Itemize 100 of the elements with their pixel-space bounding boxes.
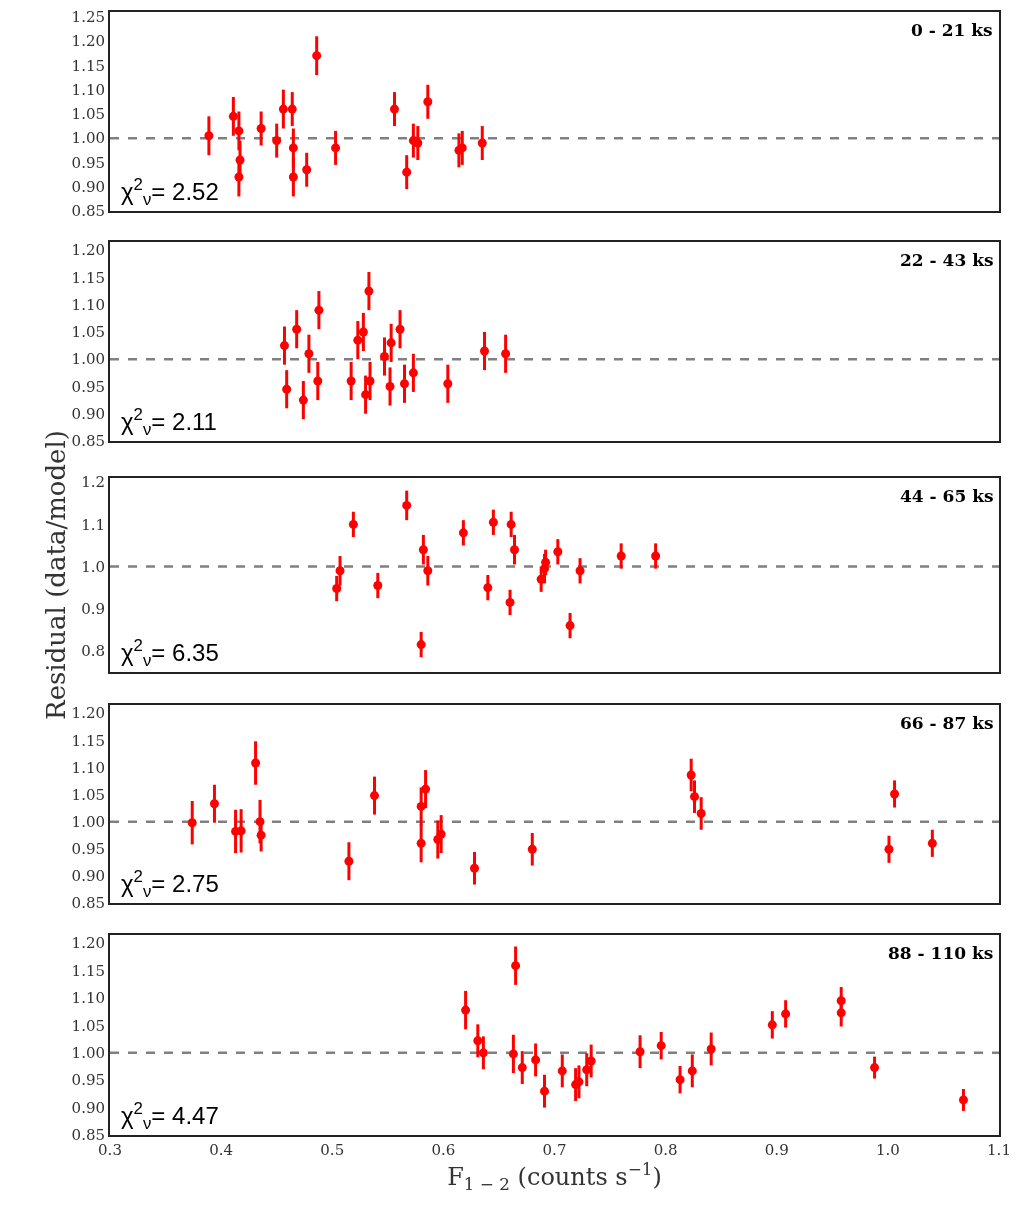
point (228, 111, 238, 121)
annotation: χ$^{2}$$_{ν}$= 4.47 (121, 1099, 219, 1134)
y-tick-label: 1.15 (71, 268, 105, 287)
point (656, 1041, 666, 1051)
y-tick-label: 1.05 (71, 785, 105, 804)
point (302, 165, 312, 175)
point (651, 551, 661, 561)
point (675, 1075, 685, 1085)
point (353, 335, 363, 345)
point (235, 155, 245, 165)
y-tick-label: 1.25 (71, 8, 105, 27)
point (781, 1009, 791, 1019)
y-tick-label: 1.10 (71, 295, 105, 314)
y-tick-label: 1.1 (81, 515, 105, 534)
point (256, 830, 266, 840)
point (418, 545, 428, 555)
y-axis-title: Residual (data/model) (41, 430, 72, 720)
point (402, 167, 412, 177)
point (386, 338, 396, 348)
point (335, 566, 345, 576)
point (399, 379, 409, 389)
point (348, 519, 358, 529)
point (292, 324, 302, 334)
point (511, 961, 521, 971)
point (287, 104, 297, 114)
point (282, 384, 292, 394)
point (423, 97, 433, 107)
y-tick-label: 1.00 (71, 812, 105, 831)
y-tick-label: 1.2 (81, 473, 105, 492)
point (346, 376, 356, 386)
y-tick-label: 0.90 (71, 177, 105, 196)
point (395, 324, 405, 334)
x-tick-label: 1.0 (875, 1141, 900, 1159)
point (313, 376, 323, 386)
point (209, 799, 219, 809)
point (836, 1008, 846, 1018)
y-tick-label: 1.10 (71, 758, 105, 777)
y-tick-label: 0.9 (81, 599, 105, 618)
point (279, 341, 289, 351)
annotation: 44 - 65 ks (900, 486, 994, 506)
annotation: χ$^{2}$$_{ν}$= 2.75 (121, 867, 219, 902)
point (332, 584, 342, 593)
point (469, 863, 479, 873)
annotation: χ$^{2}$$_{ν}$= 2.52 (121, 175, 219, 210)
point (531, 1055, 541, 1065)
y-tick-label: 0.90 (71, 1098, 105, 1117)
y-tick-label: 1.20 (71, 32, 105, 51)
point (358, 327, 368, 337)
point (385, 381, 395, 391)
y-tick-label: 1.20 (71, 934, 105, 953)
point (553, 547, 563, 557)
point (236, 826, 246, 836)
point (836, 996, 846, 1006)
annotation: 66 - 87 ks (900, 713, 994, 733)
x-tick-label: 0.9 (764, 1141, 789, 1159)
point (373, 581, 383, 591)
point (234, 126, 244, 136)
point (565, 621, 575, 631)
point (477, 138, 487, 148)
point (616, 551, 626, 561)
y-tick-label: 0.95 (71, 153, 105, 172)
point (686, 770, 696, 780)
point (312, 51, 322, 61)
y-tick-label: 1.15 (71, 56, 105, 75)
point (389, 104, 399, 114)
point (884, 844, 894, 854)
point (575, 566, 585, 576)
point (483, 583, 493, 593)
point (479, 346, 489, 356)
y-tick-label: 1.20 (71, 704, 105, 723)
point (272, 136, 282, 146)
point (402, 500, 412, 510)
point (298, 395, 308, 405)
y-tick-label: 1.00 (71, 350, 105, 369)
x-tick-label: 0.4 (209, 1141, 234, 1159)
point (421, 784, 431, 794)
point (510, 545, 519, 555)
annotation: χ$^{2}$$_{ν}$= 2.11 (121, 405, 217, 440)
y-tick-label: 1.10 (71, 80, 105, 99)
point (508, 1049, 518, 1059)
y-tick-label: 1.05 (71, 323, 105, 342)
point (288, 172, 298, 182)
point (278, 104, 288, 114)
point (364, 286, 374, 296)
y-tick-label: 1.05 (71, 1016, 105, 1035)
point (690, 792, 700, 802)
point (413, 138, 423, 148)
y-tick-label: 1.0 (81, 557, 105, 576)
annotation: 88 - 110 ks (888, 943, 994, 963)
y-tick-label: 0.90 (71, 404, 105, 423)
point (890, 789, 900, 799)
point (557, 1066, 567, 1076)
point (256, 123, 266, 133)
y-tick-label: 1.15 (71, 961, 105, 980)
point (416, 801, 426, 811)
y-tick-label: 0.95 (71, 1071, 105, 1090)
point (501, 349, 511, 359)
x-axis-title: F$_{1 − 2}$ (counts s$^{−1}$) (447, 1159, 662, 1195)
x-tick-label: 0.7 (542, 1141, 567, 1159)
point (314, 305, 324, 315)
